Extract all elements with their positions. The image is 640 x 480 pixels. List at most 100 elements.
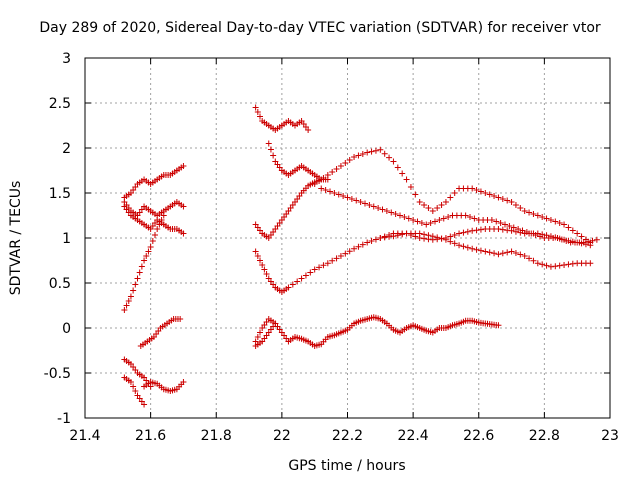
data-point bbox=[416, 199, 423, 205]
x-tick-label: 22.8 bbox=[529, 428, 560, 444]
data-point bbox=[534, 260, 541, 267]
data-point bbox=[425, 236, 432, 243]
data-point bbox=[261, 266, 268, 273]
data-point bbox=[318, 176, 325, 183]
data-point bbox=[368, 238, 375, 244]
data-point bbox=[316, 264, 323, 271]
data-point bbox=[427, 220, 434, 226]
data-point bbox=[121, 307, 128, 313]
data-point bbox=[442, 235, 449, 241]
data-point bbox=[445, 214, 452, 220]
data-point bbox=[543, 215, 550, 222]
data-point bbox=[355, 152, 362, 159]
data-point bbox=[252, 104, 259, 111]
data-point bbox=[383, 208, 390, 214]
data-point bbox=[432, 218, 438, 225]
data-point bbox=[517, 205, 524, 211]
data-point bbox=[377, 146, 384, 153]
data-point bbox=[403, 230, 410, 237]
data-point bbox=[348, 196, 355, 202]
data-point bbox=[152, 232, 158, 238]
data-point bbox=[421, 235, 428, 242]
data-point bbox=[517, 251, 524, 258]
data-point bbox=[254, 109, 261, 115]
data-point bbox=[477, 247, 484, 254]
x-tick-label: 21.4 bbox=[69, 428, 100, 444]
data-point bbox=[412, 233, 419, 240]
data-point bbox=[318, 185, 325, 192]
data-point bbox=[143, 253, 150, 259]
data-point bbox=[394, 164, 401, 171]
data-point bbox=[392, 211, 399, 217]
data-point bbox=[495, 226, 502, 232]
series-arc-upper-ridge bbox=[311, 146, 594, 246]
data-point bbox=[407, 232, 414, 238]
data-point bbox=[456, 242, 463, 249]
data-point bbox=[333, 255, 340, 262]
data-point bbox=[556, 262, 563, 269]
x-tick-label: 22.2 bbox=[332, 428, 363, 444]
data-point bbox=[438, 202, 445, 208]
data-point bbox=[569, 227, 576, 234]
data-point bbox=[569, 238, 576, 245]
data-point bbox=[502, 221, 508, 228]
data-point bbox=[156, 221, 163, 228]
data-point bbox=[421, 202, 428, 208]
data-point bbox=[440, 215, 447, 222]
data-point bbox=[491, 193, 498, 199]
data-point bbox=[488, 217, 495, 223]
data-point bbox=[486, 191, 493, 198]
data-point bbox=[521, 253, 528, 259]
data-point bbox=[534, 230, 541, 237]
data-point bbox=[460, 229, 467, 236]
data-point bbox=[270, 152, 277, 159]
data-point bbox=[434, 236, 441, 243]
y-tick-label: 1 bbox=[62, 231, 71, 247]
data-point bbox=[552, 218, 559, 225]
data-point bbox=[327, 188, 333, 195]
data-point bbox=[377, 235, 384, 241]
data-point bbox=[504, 227, 511, 234]
data-point bbox=[410, 217, 417, 223]
data-point bbox=[364, 239, 371, 246]
data-point bbox=[429, 208, 436, 214]
data-point bbox=[132, 281, 139, 288]
data-point bbox=[351, 154, 358, 160]
data-point bbox=[353, 197, 360, 204]
series-arc-early-neg-b bbox=[121, 374, 148, 408]
data-point bbox=[574, 239, 581, 246]
data-point bbox=[257, 257, 263, 264]
data-point bbox=[370, 203, 377, 210]
data-point bbox=[127, 293, 134, 300]
data-point bbox=[372, 147, 379, 154]
data-point bbox=[539, 261, 546, 268]
data-point bbox=[464, 228, 471, 235]
data-point bbox=[467, 214, 473, 220]
data-point bbox=[497, 220, 504, 226]
data-point bbox=[141, 257, 148, 264]
y-tick-label: 3 bbox=[62, 51, 71, 67]
data-point bbox=[364, 149, 371, 156]
data-point bbox=[272, 320, 279, 327]
data-point bbox=[556, 235, 563, 242]
y-tick-label: 2.5 bbox=[49, 96, 71, 112]
data-point bbox=[285, 284, 292, 291]
data-point bbox=[333, 166, 340, 172]
data-point bbox=[379, 206, 386, 213]
data-point bbox=[508, 248, 515, 255]
series-arc-high-desc bbox=[265, 140, 331, 183]
data-point bbox=[578, 233, 585, 240]
data-point bbox=[257, 329, 263, 336]
data-point bbox=[344, 194, 351, 201]
data-point bbox=[305, 127, 312, 133]
data-point bbox=[530, 257, 537, 264]
data-point bbox=[493, 218, 500, 225]
data-point bbox=[495, 251, 502, 258]
data-point bbox=[416, 235, 423, 241]
data-point bbox=[423, 221, 430, 228]
x-tick-label: 23 bbox=[601, 428, 619, 444]
data-point bbox=[547, 233, 554, 240]
points-layer bbox=[121, 104, 600, 408]
tick-layer: 21.4 21.6 21.8 22 22.2 22.4 22.6 22.8 23-1-0.500… bbox=[44, 51, 619, 444]
data-point bbox=[359, 241, 366, 248]
